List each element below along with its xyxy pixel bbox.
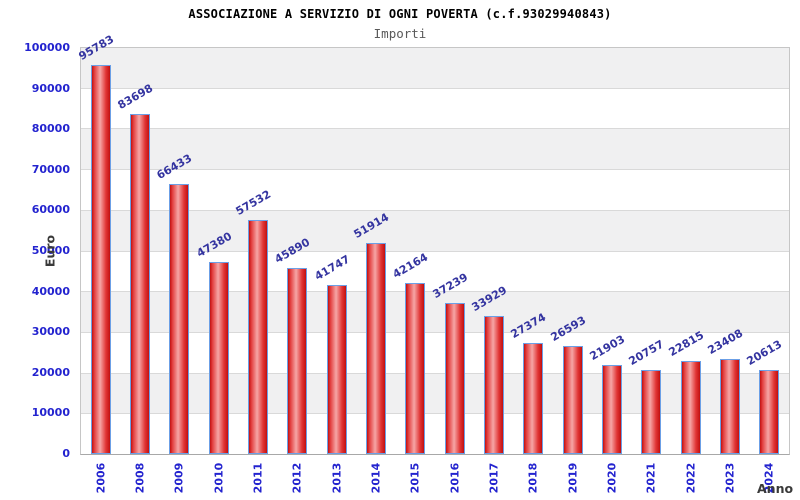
bar bbox=[484, 316, 504, 454]
gridline-band bbox=[81, 331, 789, 373]
gridline-band bbox=[81, 250, 789, 292]
x-tick-label: 2018 bbox=[526, 462, 540, 494]
gridline-band bbox=[81, 413, 789, 455]
x-tick-label: 2023 bbox=[723, 462, 737, 494]
x-tick-label: 2009 bbox=[172, 462, 186, 494]
bar bbox=[641, 370, 662, 454]
chart-title: ASSOCIAZIONE A SERVIZIO DI OGNI POVERTA … bbox=[188, 7, 612, 21]
bar bbox=[759, 370, 780, 454]
y-tick-label: 70000 bbox=[31, 162, 70, 176]
y-tick-label: 50000 bbox=[31, 244, 70, 257]
bar bbox=[326, 285, 347, 454]
gridline-band bbox=[81, 128, 789, 170]
y-tick-label: 10000 bbox=[31, 406, 70, 420]
x-tick-label: 2006 bbox=[94, 462, 108, 494]
x-tick-label: 2008 bbox=[133, 462, 147, 494]
y-axis-title: Euro bbox=[42, 234, 58, 268]
y-tick-label: 60000 bbox=[31, 203, 70, 217]
bar bbox=[720, 359, 740, 454]
bar bbox=[208, 262, 229, 454]
x-tick-label: 2012 bbox=[290, 462, 304, 494]
bar bbox=[287, 268, 308, 454]
gridline-band bbox=[81, 87, 789, 129]
x-tick-label: 2022 bbox=[684, 462, 698, 494]
x-tick-label: 2019 bbox=[566, 462, 580, 494]
bar bbox=[523, 343, 544, 454]
x-axis-title: Anno bbox=[757, 481, 794, 496]
bar bbox=[405, 283, 426, 454]
plot-area: 95783 83698 66433 47380 57532 45890 41747 51914… bbox=[76, 33, 790, 455]
bar bbox=[169, 184, 190, 454]
bar bbox=[680, 361, 701, 454]
y-tick-label: 20000 bbox=[31, 365, 70, 379]
gridline-band bbox=[81, 48, 789, 88]
bar bbox=[90, 65, 111, 454]
bar bbox=[248, 220, 268, 454]
bar bbox=[130, 114, 150, 454]
gridline-band bbox=[81, 372, 789, 414]
x-tick-label: 2016 bbox=[448, 462, 462, 494]
bar bbox=[562, 346, 583, 454]
x-tick-label: 2017 bbox=[487, 462, 501, 494]
y-tick-label: 30000 bbox=[31, 325, 70, 339]
background-bands bbox=[81, 48, 789, 455]
x-tick-label: 2014 bbox=[369, 462, 383, 494]
bar bbox=[444, 303, 465, 454]
y-tick-label: 40000 bbox=[31, 284, 70, 298]
x-tick-label: 2015 bbox=[408, 462, 422, 494]
x-tick-label: 2013 bbox=[330, 462, 344, 494]
gridline-band bbox=[81, 291, 789, 332]
bar bbox=[602, 365, 622, 454]
y-tick-label: 90000 bbox=[31, 81, 70, 95]
x-tick-label: 2010 bbox=[212, 462, 226, 494]
y-tick-label: 0 bbox=[62, 447, 70, 460]
x-tick-label: 2020 bbox=[605, 462, 619, 494]
bar bbox=[366, 243, 386, 454]
y-tick-label: 100000 bbox=[24, 41, 70, 54]
chart-subtitle: Importi bbox=[373, 26, 427, 41]
gridline-band bbox=[81, 209, 789, 251]
x-tick-label: 2011 bbox=[251, 462, 265, 494]
gridline-band bbox=[81, 169, 789, 210]
x-tick-label: 2021 bbox=[644, 462, 658, 494]
y-tick-label: 80000 bbox=[31, 122, 70, 136]
